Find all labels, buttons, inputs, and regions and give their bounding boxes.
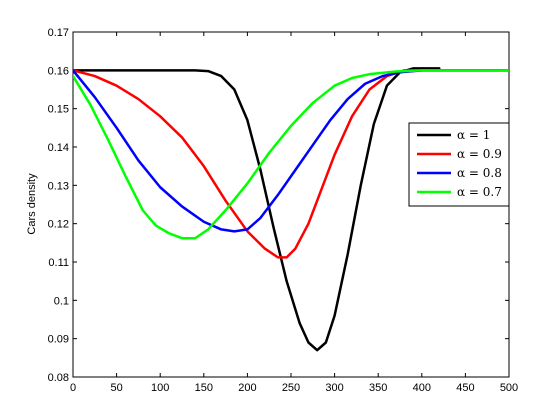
x-tick-label: 200: [238, 382, 256, 394]
x-tick-label: 450: [456, 382, 474, 394]
y-tick-label: 0.08: [48, 372, 69, 384]
y-tick-label: 0.09: [48, 334, 69, 346]
y-tick-label: 0.11: [48, 257, 69, 269]
y-tick-label: 0.15: [48, 104, 69, 116]
series-line-3: [73, 69, 509, 240]
x-tick-label: 0: [70, 382, 76, 394]
legend-label-3: α = 0.7: [457, 185, 502, 199]
x-tick-label: 400: [413, 382, 431, 394]
x-tick-label: 50: [110, 382, 122, 394]
legend: α = 1 α = 0.9 α = 0.8 α = 0.7: [408, 122, 510, 207]
series-layer: [73, 67, 509, 352]
x-axis: 0 50 100 150 200 250 300 350 400 450 500: [70, 32, 518, 394]
legend-label-2: α = 0.8: [457, 166, 502, 180]
y-tick-label: 0.14: [48, 142, 69, 154]
y-axis-label: Cars density: [26, 173, 38, 235]
y-tick-label: 0.17: [48, 27, 69, 39]
x-tick-label: 350: [369, 382, 387, 394]
y-tick-label: 0.13: [48, 180, 69, 192]
x-tick-label: 250: [282, 382, 300, 394]
x-tick-label: 100: [151, 382, 169, 394]
y-tick-label: 0.16: [48, 65, 69, 77]
series-line-2: [73, 69, 509, 233]
y-axis: 0.08 0.09 0.1 0.11 0.12 0.13 0.14 0.15 0.16 0.17: [48, 27, 509, 384]
legend-label-0: α = 1: [457, 128, 490, 142]
x-tick-label: 300: [325, 382, 343, 394]
legend-label-1: α = 0.9: [457, 147, 502, 161]
x-tick-label: 500: [500, 382, 518, 394]
y-tick-label: 0.12: [48, 219, 69, 231]
series-line-1: [73, 69, 509, 259]
x-tick-label: 150: [195, 382, 213, 394]
series-line-0: [73, 67, 441, 352]
y-tick-label: 0.1: [54, 295, 69, 307]
